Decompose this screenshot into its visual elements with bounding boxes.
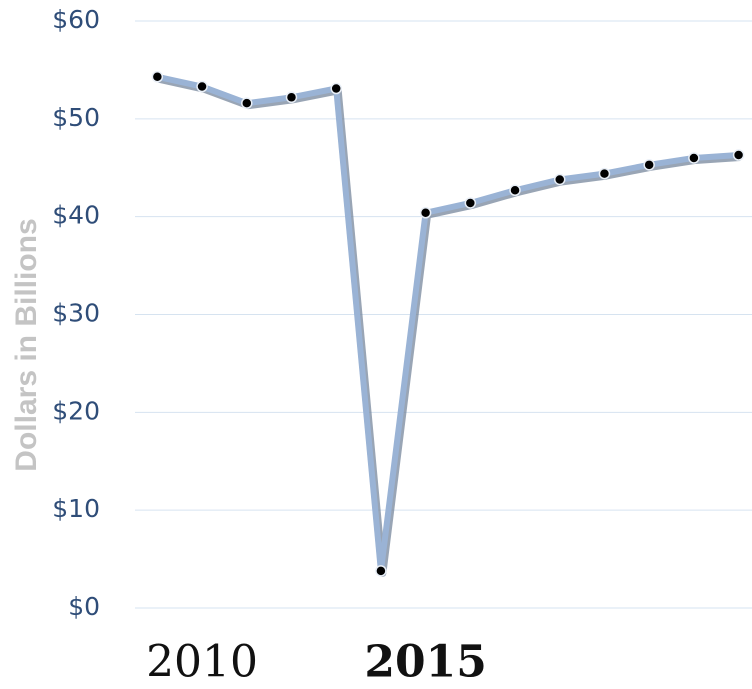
line-shadow xyxy=(157,74,741,577)
y-tick-label: $30 xyxy=(52,299,100,328)
marker xyxy=(151,71,164,83)
marker xyxy=(330,82,342,95)
marker xyxy=(688,152,700,164)
marker xyxy=(419,207,432,219)
y-tick-label: $0 xyxy=(68,592,100,621)
y-tick-label: $10 xyxy=(52,494,100,523)
grid xyxy=(135,20,752,609)
y-tick-label: $50 xyxy=(52,103,100,132)
marker xyxy=(375,565,387,577)
y-tick-label: $60 xyxy=(52,5,100,34)
marker xyxy=(464,197,477,209)
line xyxy=(156,73,739,574)
marker xyxy=(196,80,208,93)
marker xyxy=(598,167,611,180)
y-tick-label: $20 xyxy=(52,396,100,425)
marker xyxy=(509,184,521,197)
x-tick-label: 2010 xyxy=(146,637,258,688)
plot xyxy=(151,71,745,577)
y-tick-label: $40 xyxy=(52,201,100,230)
marker xyxy=(285,91,298,104)
y-axis-label: Dollars in Billions xyxy=(10,218,43,471)
x-tick-label: 2015 xyxy=(364,637,486,688)
marker xyxy=(732,149,745,161)
marker xyxy=(643,159,655,171)
marker xyxy=(553,173,566,186)
marker xyxy=(241,97,253,109)
